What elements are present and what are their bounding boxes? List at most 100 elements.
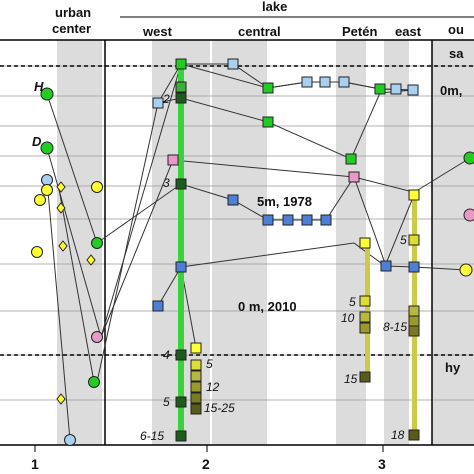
- marker-sq-olive-w12b: [190, 381, 202, 393]
- marker-circle-green-D: [40, 141, 54, 155]
- marker-sq-olive-w15: [190, 392, 202, 404]
- annotation-H: H: [34, 79, 44, 94]
- marker-sq-pink-p: [348, 171, 360, 183]
- header-outside-1: ou: [448, 22, 464, 37]
- marker-sq-olive-e8b: [408, 315, 420, 327]
- marker-sq-lightblue-c1: [227, 58, 239, 70]
- marker-sq-yellow-p5: [359, 295, 371, 307]
- marker-sq-olive-w12a: [190, 370, 202, 382]
- marker-circle-pink: [91, 331, 103, 343]
- depth-label: 5: [349, 295, 356, 309]
- depth-label: 4: [163, 348, 170, 362]
- marker-sq-olive-w25: [190, 403, 202, 415]
- marker-sq-yellow-e5: [408, 234, 420, 246]
- marker-sq-olive-p10b: [359, 322, 371, 334]
- marker-sq-green-e1: [374, 83, 386, 95]
- depth-label: 5: [206, 357, 213, 371]
- depth-label: 15: [344, 372, 358, 386]
- marker-circle-green-H: [40, 87, 54, 101]
- profile-line-ext-3: [46, 179, 71, 441]
- marker-circle-yellow-4: [91, 181, 103, 193]
- marker-circle-pink-out: [463, 208, 474, 222]
- profile-line-ext-4: [58, 188, 95, 383]
- profile-line-ext-2: [46, 147, 102, 338]
- marker-sq-green-p: [345, 153, 357, 165]
- marker-circle-yellow-3: [31, 246, 43, 258]
- marker-sq-blue-c5: [320, 214, 332, 226]
- header-lake: lake: [262, 0, 287, 14]
- marker-sq-blue-c3: [282, 214, 294, 226]
- marker-sq-blue-w: [175, 261, 187, 273]
- profile-line-1978: [96, 175, 415, 268]
- marker-sq-yellow-p: [359, 237, 371, 249]
- depth-label: 2: [162, 92, 170, 106]
- marker-sq-blue-e1: [380, 260, 392, 272]
- xtick-1: 1: [31, 456, 39, 472]
- marker-sq-yellow-w5: [190, 359, 202, 371]
- core-bar-west: [178, 64, 184, 436]
- shade-band-central: [212, 40, 267, 445]
- markers: [31, 58, 474, 446]
- marker-sq-lightblue-w1: [152, 97, 164, 109]
- marker-circle-yellow-2: [41, 184, 53, 196]
- depth-label: 3: [163, 176, 170, 190]
- depth-label: 10: [341, 311, 355, 325]
- marker-sq-olive-e8: [408, 305, 420, 317]
- marker-circle-yellow-1: [34, 194, 46, 206]
- xtick-2: 2: [202, 456, 210, 472]
- marker-sq-blue-w2: [152, 300, 164, 312]
- marker-sq-darkgreen-w4: [175, 349, 187, 361]
- header-west: west: [142, 24, 173, 39]
- depth-label: 8-15: [383, 320, 407, 334]
- marker-sq-lightblue-c4: [338, 76, 350, 88]
- marker-sq-blue-e2: [408, 261, 420, 273]
- depth-label: 12: [206, 380, 220, 394]
- annotation-5m-1978: 5m, 1978: [257, 194, 312, 209]
- annotation-surface: 0m,: [440, 83, 462, 98]
- marker-sq-lightblue-c3: [319, 76, 331, 88]
- marker-circle-green-6: [88, 376, 100, 388]
- xtick-3: 3: [378, 456, 386, 472]
- profile-line-lightblue-top: [157, 63, 414, 104]
- marker-diamond-yellow-3: [86, 254, 96, 266]
- profile-line-ext-5: [96, 102, 159, 383]
- marker-circle-lightblue-2: [64, 434, 76, 446]
- marker-sq-olive-p15: [359, 371, 371, 383]
- annotation-hypo: hy: [445, 360, 461, 375]
- header-east: east: [395, 24, 422, 39]
- marker-sq-green-w0: [175, 58, 187, 70]
- marker-diamond-yellow-5: [56, 393, 66, 405]
- marker-diamond-yellow-1: [56, 181, 66, 193]
- marker-sq-olive-e15: [408, 325, 420, 337]
- profile-line-ext-7: [412, 157, 471, 194]
- header-urban-1: urban: [55, 5, 91, 20]
- annotation-0m-2010: 0 m, 2010: [238, 299, 297, 314]
- marker-circle-green-5: [91, 237, 103, 249]
- shade-band-east: [384, 40, 409, 445]
- marker-sq-pink-w: [167, 154, 179, 166]
- profile-line-ext-1: [46, 93, 98, 244]
- core-bar-peten: [365, 243, 370, 378]
- marker-sq-green-c1: [262, 82, 274, 94]
- header-outside-2: sa: [449, 46, 464, 61]
- marker-sq-lightblue-e2: [407, 84, 419, 96]
- header-peten: Petén: [342, 24, 377, 39]
- marker-sq-darkolive-e18: [408, 429, 420, 441]
- marker-sq-blue-c2: [262, 214, 274, 226]
- header-urban-2: center: [52, 21, 91, 36]
- marker-circle-lightblue: [41, 174, 53, 186]
- depth-label: 15-25: [204, 401, 235, 415]
- annotation-D: D: [32, 134, 42, 149]
- marker-circle-green-out: [463, 151, 474, 165]
- marker-diamond-yellow-4: [58, 240, 68, 252]
- marker-sq-yellow-w-top: [190, 342, 202, 354]
- marker-sq-yellow-e: [408, 189, 420, 201]
- depth-label: 6-15: [140, 429, 164, 443]
- marker-sq-darkgreen-w3: [175, 178, 187, 190]
- marker-sq-olive-p10: [359, 311, 371, 323]
- marker-circle-yellow-out: [459, 263, 473, 277]
- profile-line-ext-8: [413, 266, 467, 271]
- marker-sq-blue-c1: [227, 194, 239, 206]
- header-central: central: [238, 24, 281, 39]
